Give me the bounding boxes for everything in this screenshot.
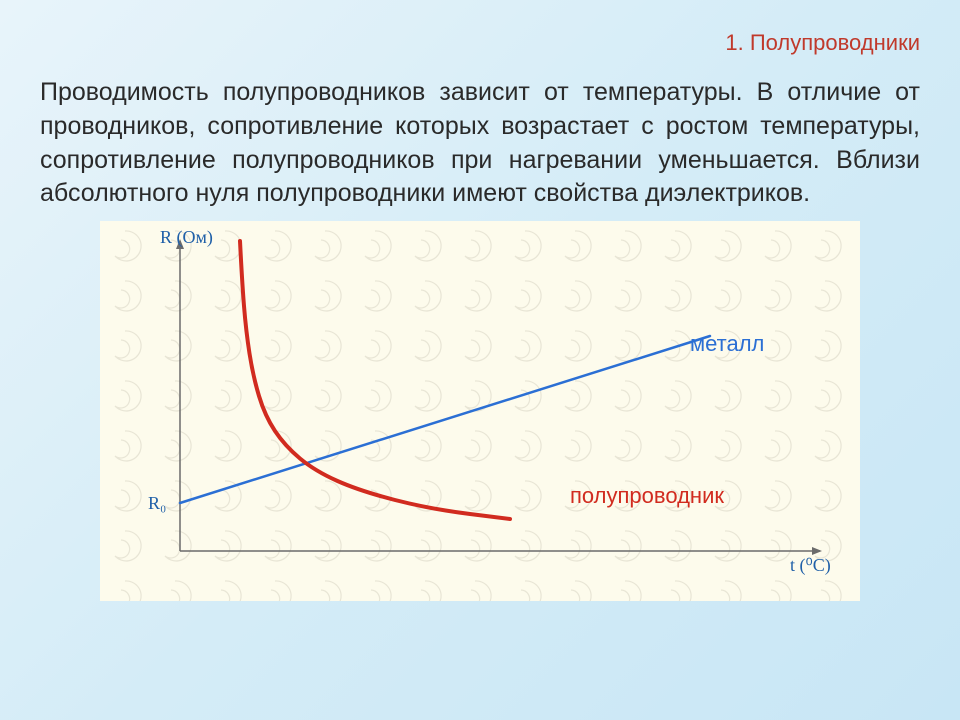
metal-label: металл	[690, 331, 764, 356]
r0-label: R₀	[148, 493, 166, 513]
chart-svg: R (Ом) t (⁰C) R₀ металл полупроводник	[100, 221, 860, 601]
section-header: 1. Полупроводники	[40, 30, 920, 56]
resistance-vs-temperature-chart: R (Ом) t (⁰C) R₀ металл полупроводник	[100, 221, 860, 601]
x-axis-label: t (⁰C)	[790, 555, 831, 576]
body-paragraph: Проводимость полупроводников зависит от …	[40, 76, 920, 211]
y-axis-label: R (Ом)	[160, 227, 213, 248]
semiconductor-label: полупроводник	[570, 483, 724, 508]
chart-background	[100, 221, 860, 601]
slide: 1. Полупроводники Проводимость полупрово…	[0, 0, 960, 720]
